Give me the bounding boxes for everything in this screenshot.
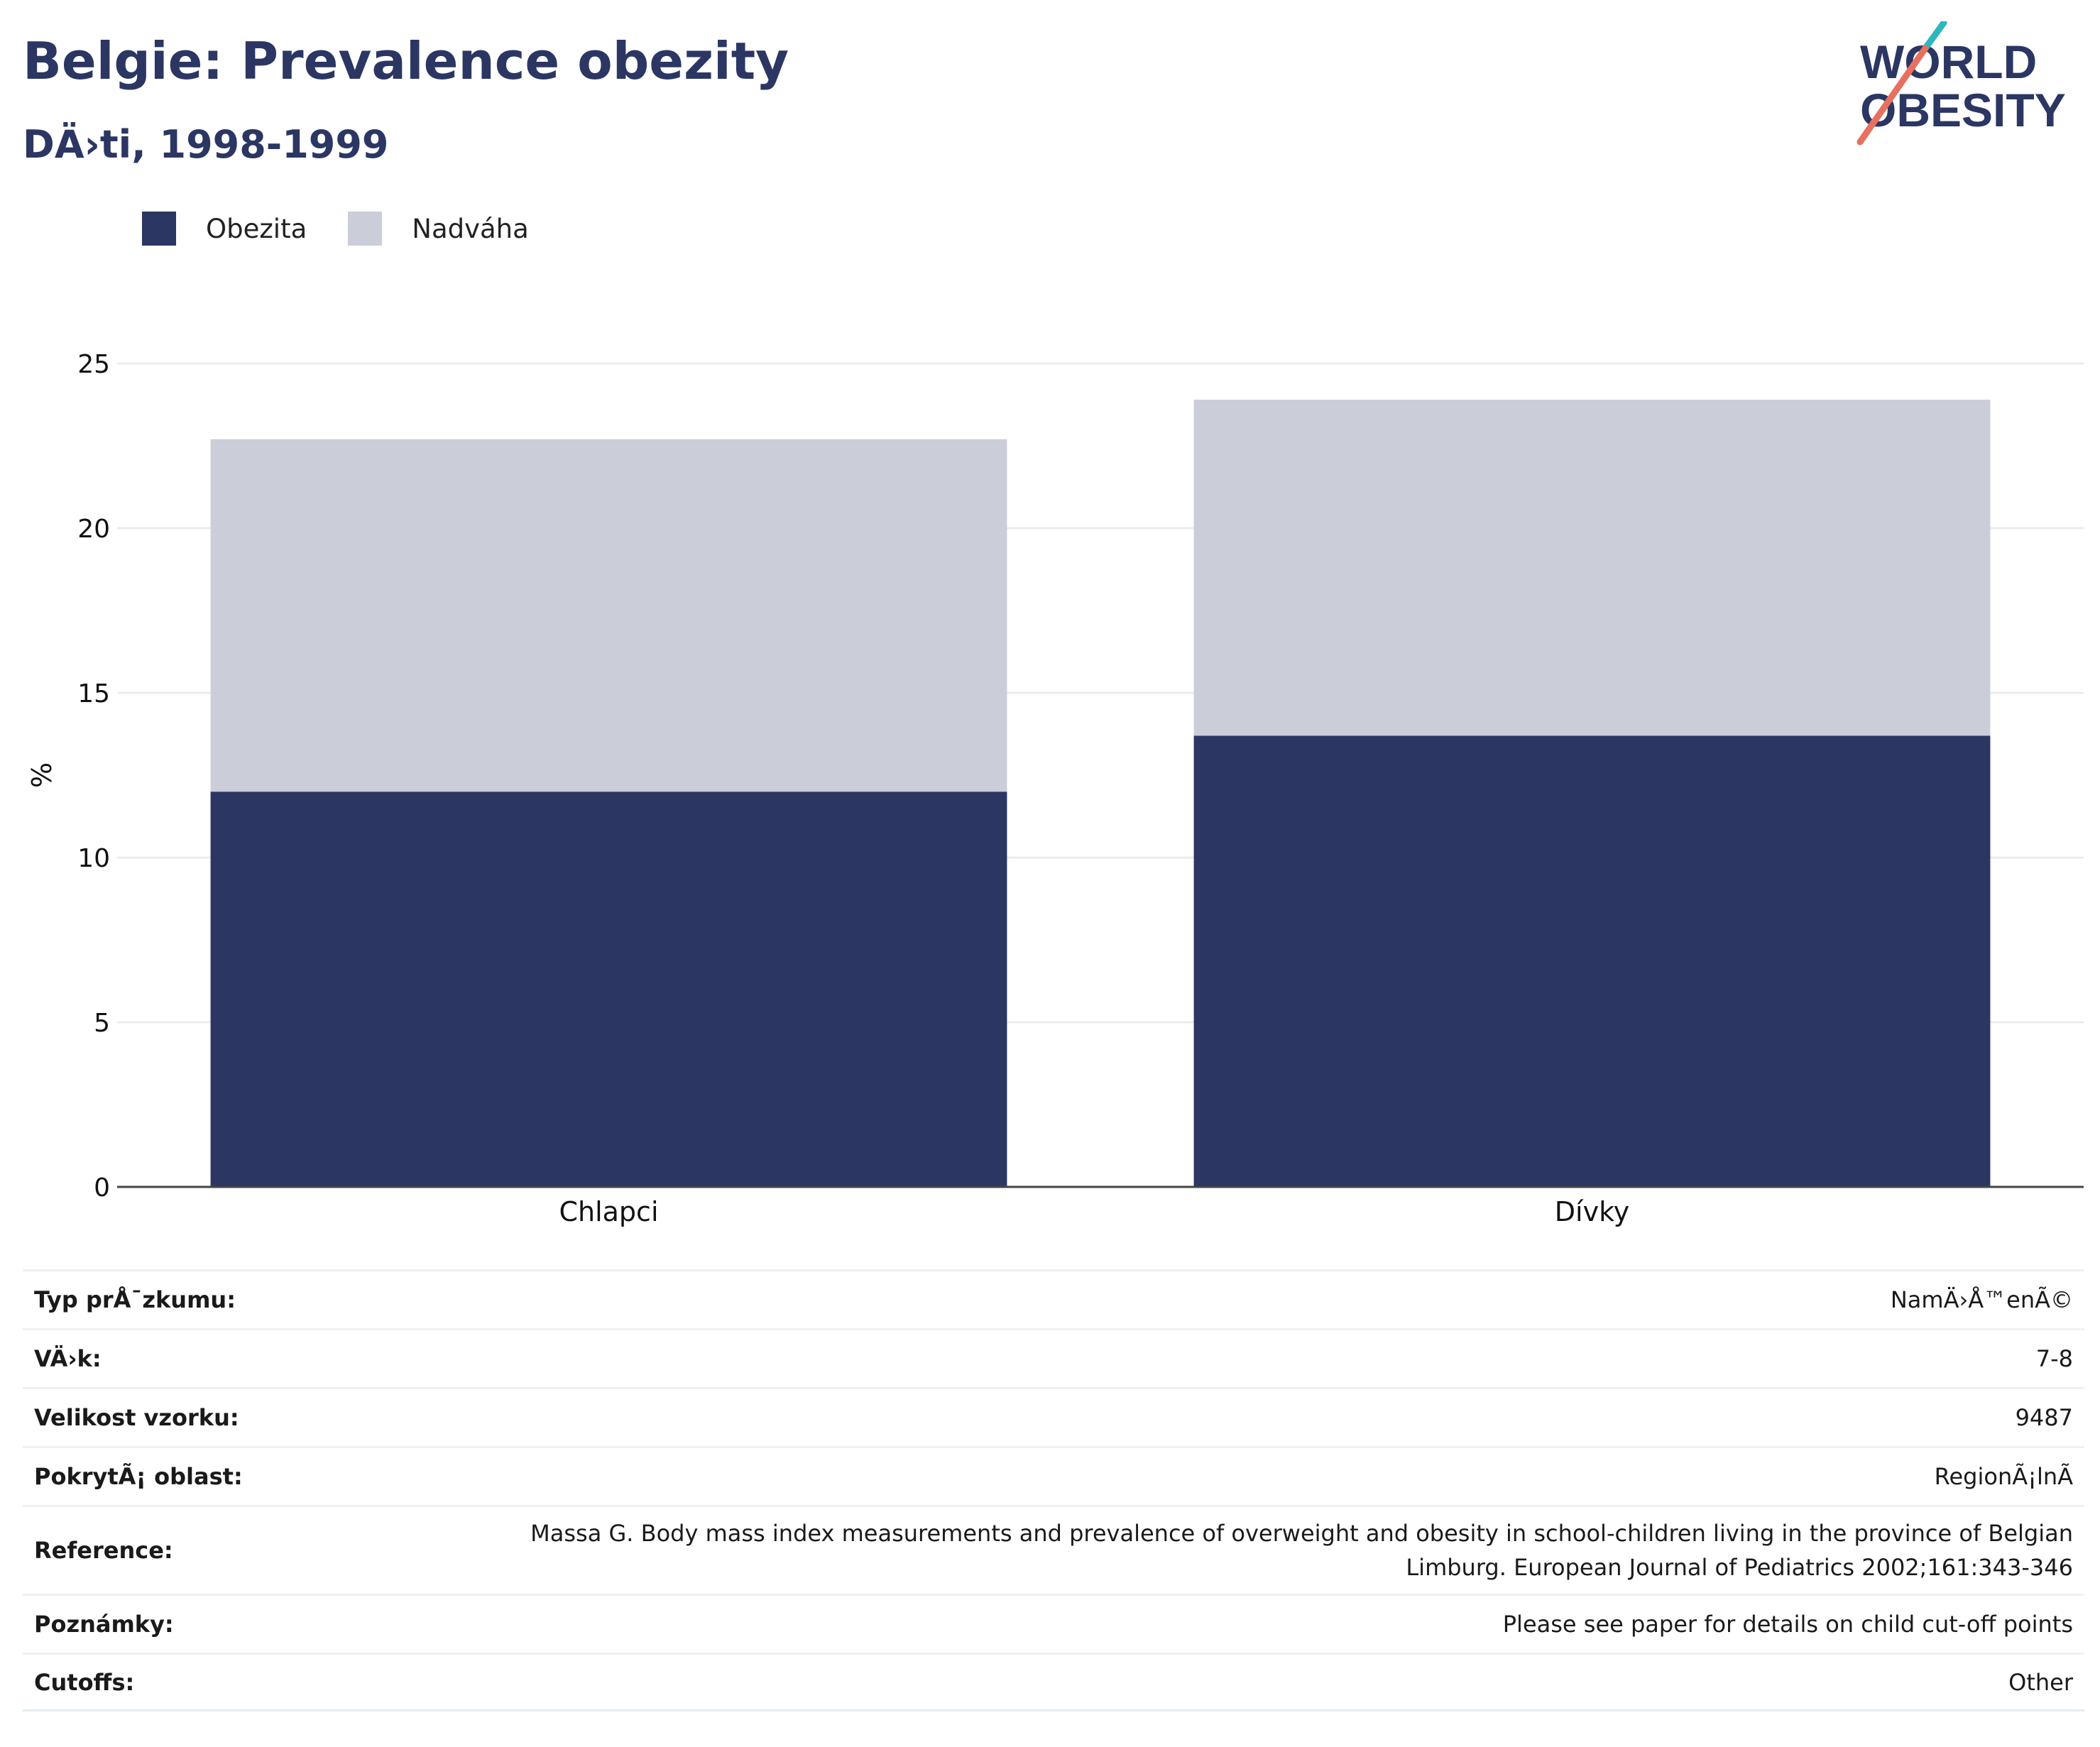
details-row-area-covered: PokrytÃ¡ oblast: RegionÃ¡lnÃ [23, 1446, 2084, 1505]
legend-label-obezita: Obezita [206, 213, 307, 244]
details-value: Massa G. Body mass index measurements an… [530, 1520, 2073, 1581]
bar-nadvaha [210, 439, 1007, 792]
logo-slash-coral [1856, 45, 1929, 146]
y-tick-label: 0 [94, 1173, 110, 1203]
bar-obezita [210, 792, 1007, 1187]
legend-swatch-nadvaha [348, 212, 383, 246]
details-value: NamÄ›Å™enÃ© [1890, 1286, 2073, 1313]
bars [210, 400, 1991, 1187]
chart-subtitle: DÄ›ti, 1998-1999 [23, 122, 389, 167]
details-row-age: VÄ›k: 7-8 [23, 1328, 2084, 1387]
details-label: VÄ›k: [34, 1345, 102, 1372]
legend: Obezita Nadváha [142, 210, 570, 247]
x-tick-label: Dívky [1555, 1196, 1629, 1227]
y-tick-label: 15 [77, 679, 110, 708]
details-row-cutoffs: Cutoffs: Other [23, 1653, 2084, 1712]
details-row-survey-type: Typ prÅ¯zkumu: NamÄ›Å™enÃ© [23, 1269, 2084, 1328]
details-row-notes: Poznámky: Please see paper for details o… [23, 1594, 2084, 1653]
details-row-sample-size: Velikost vzorku: 9487 [23, 1387, 2084, 1446]
legend-item-obezita[interactable]: Obezita [142, 212, 307, 246]
legend-label-nadvaha: Nadváha [412, 213, 529, 244]
y-tick-label: 10 [77, 844, 110, 873]
y-tick-label: 20 [77, 515, 110, 544]
bar-obezita [1193, 735, 1991, 1187]
details-label: Cutoffs: [34, 1668, 135, 1696]
legend-swatch-obezita [142, 212, 176, 246]
bar-chart: 0 5 10 15 20 25 Chlapci Dívky % [26, 350, 2084, 1227]
logo-text-obesity: OBESITY [1860, 84, 2066, 136]
details-value: 9487 [2015, 1404, 2073, 1431]
details-label: Poznámky: [34, 1611, 174, 1638]
details-label: Reference: [34, 1537, 173, 1564]
bar-nadvaha [1193, 400, 1991, 736]
details-value: RegionÃ¡lnÃ [1934, 1463, 2073, 1490]
logo-text-world: WORLD [1860, 35, 2037, 88]
details-label: Velikost vzorku: [34, 1404, 239, 1431]
details-value: 7-8 [2035, 1345, 2073, 1372]
logo-slash-teal [1922, 21, 1947, 52]
details-value: Please see paper for details on child cu… [1502, 1611, 2073, 1638]
chart-title: Belgie: Prevalence obezity [23, 31, 789, 91]
world-obesity-logo: WORLD OBESITY [1856, 21, 2066, 146]
y-tick-label: 5 [94, 1009, 110, 1038]
legend-item-nadvaha[interactable]: Nadváha [348, 212, 529, 246]
y-axis-label: % [26, 762, 58, 788]
y-tick-label: 25 [77, 350, 110, 379]
details-label: PokrytÃ¡ oblast: [34, 1463, 243, 1490]
details-row-reference: Reference: Massa G. Body mass index meas… [23, 1505, 2084, 1594]
details-table: Typ prÅ¯zkumu: NamÄ›Å™enÃ© VÄ›k: 7-8 Vel… [23, 1269, 2084, 1712]
x-tick-label: Chlapci [559, 1196, 658, 1227]
axes: 0 5 10 15 20 25 Chlapci Dívky [77, 350, 2084, 1227]
details-label: Typ prÅ¯zkumu: [34, 1286, 236, 1313]
details-value: Other [2008, 1668, 2073, 1696]
